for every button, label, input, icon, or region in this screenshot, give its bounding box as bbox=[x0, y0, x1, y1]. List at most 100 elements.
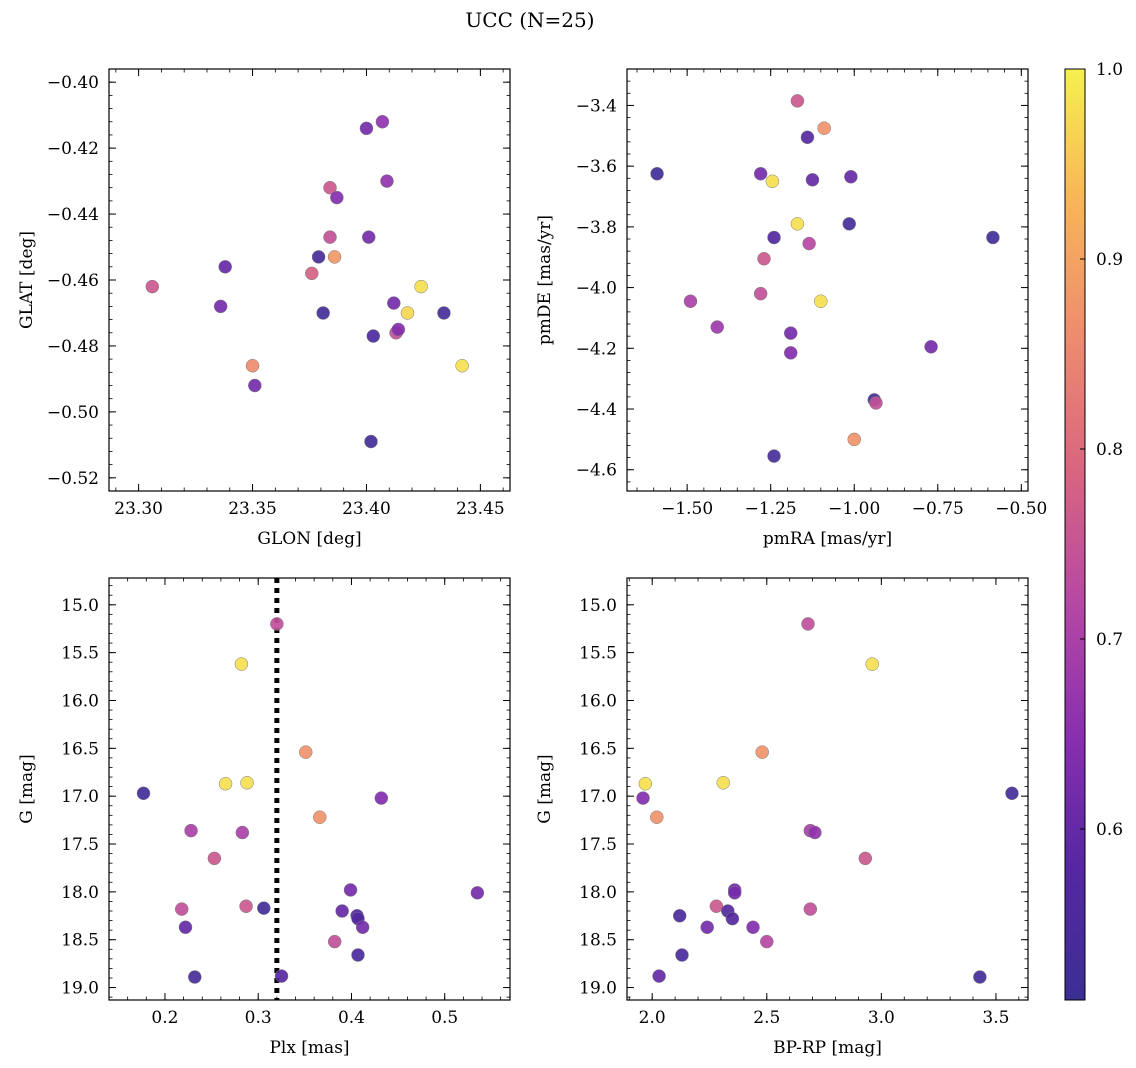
scatter-point bbox=[327, 250, 342, 264]
scatter-point bbox=[790, 94, 805, 108]
scatter-point bbox=[767, 230, 781, 245]
scatter-point bbox=[335, 904, 349, 918]
y-tick-label: −4.4 bbox=[576, 400, 617, 420]
scatter-point bbox=[174, 902, 189, 916]
y-tick-label: −3.6 bbox=[576, 157, 617, 177]
scatter-point bbox=[184, 823, 198, 838]
scatter-point bbox=[869, 396, 883, 410]
x-tick-label: −1.25 bbox=[745, 499, 797, 519]
scatter-point bbox=[636, 791, 650, 805]
y-tick-label: 15.0 bbox=[579, 596, 617, 616]
y-tick-label: −4.0 bbox=[576, 279, 617, 299]
x-tick-label: −0.50 bbox=[995, 499, 1047, 519]
scatter-point bbox=[675, 948, 689, 962]
x-tick-label: 0.5 bbox=[431, 1008, 458, 1028]
scatter-point bbox=[380, 174, 394, 188]
scatter-point bbox=[765, 174, 780, 189]
scatter-point bbox=[767, 449, 781, 463]
y-tick-label: 18.5 bbox=[579, 931, 617, 951]
scatter-point bbox=[844, 170, 858, 184]
y-tick-label: 16.0 bbox=[61, 691, 99, 711]
axes-frame bbox=[108, 577, 511, 1001]
colorbar-gradient bbox=[1064, 68, 1086, 1001]
scatter-point bbox=[343, 883, 358, 897]
y-tick-label: 19.0 bbox=[579, 979, 617, 999]
scatter-point bbox=[672, 909, 687, 923]
scatter-point bbox=[207, 851, 222, 866]
x-tick-label: 2.0 bbox=[639, 1008, 666, 1028]
x-tick-label: −1.00 bbox=[828, 499, 880, 519]
y-tick-label: 15.5 bbox=[579, 644, 617, 664]
scatter-point bbox=[650, 810, 664, 824]
scatter-point bbox=[652, 969, 666, 983]
scatter-point bbox=[374, 791, 389, 805]
x-tick-label: 3.0 bbox=[868, 1008, 895, 1028]
scatter-point bbox=[973, 970, 987, 984]
scatter-point bbox=[330, 190, 344, 205]
scatter-point bbox=[359, 121, 374, 136]
scatter-point bbox=[305, 266, 319, 281]
colorbar-tick-label: 0.9 bbox=[1096, 250, 1123, 270]
scatter-point bbox=[245, 358, 260, 373]
y-tick-label: 18.5 bbox=[61, 931, 99, 951]
scatter-point bbox=[709, 899, 724, 913]
scatter-point bbox=[814, 294, 828, 309]
scatter-point bbox=[924, 340, 938, 354]
x-tick-label: 0.3 bbox=[245, 1008, 272, 1028]
scatter-point bbox=[136, 786, 151, 801]
scatter-point bbox=[257, 901, 271, 915]
panel-pmra-pmde: −1.50 −1.25 −1.00 −0.75 −0.50 −3.4 −3.6 −3.8 −4.… bbox=[535, 68, 1047, 549]
y-tick-label: −0.44 bbox=[47, 205, 99, 225]
scatter-point bbox=[847, 432, 861, 447]
scatter-point bbox=[753, 166, 768, 181]
scatter-point bbox=[650, 166, 664, 181]
y-tick-label: −3.8 bbox=[576, 218, 617, 238]
scatter-point bbox=[316, 306, 330, 320]
figure-title: UCC (N=25) bbox=[465, 8, 594, 32]
x-tick-label: −1.50 bbox=[661, 499, 713, 519]
scatter-point bbox=[355, 920, 370, 935]
y-tick-label: −0.46 bbox=[47, 271, 99, 291]
x-tick-label: 23.30 bbox=[114, 499, 163, 519]
y-tick-label: −0.40 bbox=[47, 73, 99, 93]
y-tick-label: 15.0 bbox=[61, 596, 99, 616]
axes-frame bbox=[108, 68, 511, 492]
y-tick-label: 17.5 bbox=[579, 835, 617, 855]
y-tick-label: 19.0 bbox=[61, 979, 99, 999]
scatter-point bbox=[366, 329, 381, 343]
x-tick-label: 2.5 bbox=[753, 1008, 780, 1028]
scatter-point bbox=[842, 217, 856, 231]
scatter-point bbox=[986, 230, 1000, 245]
scatter-point bbox=[700, 920, 714, 935]
y-axis-label: GLAT [deg] bbox=[17, 231, 37, 329]
scatter-point bbox=[327, 934, 342, 949]
scatter-point bbox=[716, 776, 730, 790]
scatter-point bbox=[760, 934, 774, 949]
scatter-point bbox=[299, 745, 313, 759]
scatter-point bbox=[323, 230, 337, 244]
y-tick-label: 18.0 bbox=[61, 883, 99, 903]
scatter-point bbox=[783, 346, 798, 360]
y-tick-label: −0.52 bbox=[47, 469, 99, 489]
scatter-point bbox=[145, 279, 160, 294]
scatter-point bbox=[727, 886, 742, 900]
scatter-point bbox=[790, 217, 805, 231]
scatter-point bbox=[757, 251, 771, 266]
x-tick-label: 23.35 bbox=[228, 499, 277, 519]
scatter-point bbox=[248, 378, 262, 393]
y-tick-label: 17.5 bbox=[61, 835, 99, 855]
scatter-point bbox=[725, 911, 740, 926]
x-tick-label: 0.4 bbox=[338, 1008, 365, 1028]
scatter-point bbox=[803, 902, 818, 916]
scatter-point bbox=[746, 920, 760, 935]
scatter-point bbox=[437, 306, 451, 320]
scatter-point bbox=[218, 776, 233, 791]
x-tick-label: 23.45 bbox=[456, 499, 505, 519]
scatter-point bbox=[800, 130, 815, 145]
scatter-point bbox=[808, 825, 822, 840]
scatter-point bbox=[361, 230, 376, 244]
y-tick-label: 18.0 bbox=[579, 883, 617, 903]
axes-frame bbox=[626, 68, 1029, 492]
scatter-point bbox=[753, 286, 768, 301]
